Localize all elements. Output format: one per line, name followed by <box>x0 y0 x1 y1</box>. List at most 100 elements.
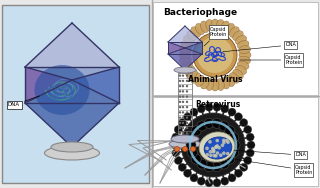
Ellipse shape <box>183 65 195 75</box>
Text: Animal Virus: Animal Virus <box>188 75 242 84</box>
Circle shape <box>240 163 248 171</box>
Circle shape <box>235 113 243 121</box>
Circle shape <box>179 74 181 77</box>
Circle shape <box>244 126 252 133</box>
Circle shape <box>186 85 188 87</box>
Circle shape <box>212 118 222 128</box>
Circle shape <box>179 101 181 103</box>
Circle shape <box>225 139 228 142</box>
Ellipse shape <box>187 69 197 79</box>
Circle shape <box>211 147 215 150</box>
Circle shape <box>217 146 221 150</box>
Ellipse shape <box>225 75 235 86</box>
Circle shape <box>184 113 192 121</box>
Circle shape <box>182 101 184 103</box>
Circle shape <box>182 96 184 98</box>
Circle shape <box>215 139 219 142</box>
Circle shape <box>190 108 198 116</box>
Polygon shape <box>185 42 202 54</box>
Circle shape <box>186 132 188 135</box>
Circle shape <box>182 90 184 92</box>
Circle shape <box>182 111 184 114</box>
Circle shape <box>191 126 201 136</box>
Ellipse shape <box>199 132 235 162</box>
Circle shape <box>205 146 209 150</box>
Polygon shape <box>25 80 119 147</box>
Text: DNA: DNA <box>234 150 306 158</box>
Ellipse shape <box>237 40 249 49</box>
Ellipse shape <box>180 46 191 54</box>
Circle shape <box>182 74 184 77</box>
Ellipse shape <box>190 146 196 152</box>
Polygon shape <box>168 42 185 54</box>
Circle shape <box>174 126 182 133</box>
Ellipse shape <box>216 79 224 90</box>
Text: DNA: DNA <box>8 96 39 108</box>
Circle shape <box>212 162 222 172</box>
Circle shape <box>182 116 184 119</box>
Text: Bacteriophage: Bacteriophage <box>163 8 237 17</box>
Circle shape <box>172 133 180 141</box>
Circle shape <box>222 151 226 155</box>
Circle shape <box>179 80 181 82</box>
Ellipse shape <box>206 20 214 31</box>
Circle shape <box>186 116 188 119</box>
Ellipse shape <box>211 19 219 31</box>
Circle shape <box>222 139 226 142</box>
Circle shape <box>204 162 214 172</box>
Ellipse shape <box>233 31 243 41</box>
Circle shape <box>179 90 181 92</box>
Circle shape <box>186 101 188 103</box>
Ellipse shape <box>191 27 201 37</box>
Circle shape <box>186 90 188 92</box>
Ellipse shape <box>181 40 193 49</box>
Circle shape <box>219 121 229 131</box>
Circle shape <box>214 146 218 149</box>
Circle shape <box>229 148 239 158</box>
Ellipse shape <box>182 146 188 152</box>
Ellipse shape <box>237 61 249 70</box>
Circle shape <box>213 103 221 111</box>
Polygon shape <box>25 23 119 67</box>
Circle shape <box>244 156 252 164</box>
Polygon shape <box>168 26 202 42</box>
Circle shape <box>197 121 207 131</box>
Circle shape <box>247 141 255 149</box>
Circle shape <box>225 154 235 164</box>
Polygon shape <box>25 67 72 103</box>
Circle shape <box>179 106 181 108</box>
Circle shape <box>197 159 207 169</box>
Circle shape <box>235 169 243 177</box>
Circle shape <box>226 152 229 155</box>
Circle shape <box>214 154 218 158</box>
Circle shape <box>221 177 229 185</box>
Circle shape <box>212 150 215 154</box>
Circle shape <box>186 74 188 77</box>
Circle shape <box>204 118 214 128</box>
Ellipse shape <box>225 24 235 35</box>
Circle shape <box>214 145 218 149</box>
Ellipse shape <box>216 20 224 31</box>
Circle shape <box>179 127 181 129</box>
Circle shape <box>193 33 237 77</box>
Circle shape <box>181 113 245 177</box>
Circle shape <box>174 156 182 164</box>
Circle shape <box>228 108 236 116</box>
Circle shape <box>186 106 188 108</box>
Circle shape <box>179 122 181 124</box>
Ellipse shape <box>229 27 239 37</box>
Circle shape <box>191 154 201 164</box>
Text: Retrovirus: Retrovirus <box>196 100 241 109</box>
Circle shape <box>182 80 184 82</box>
Circle shape <box>186 96 188 98</box>
Circle shape <box>179 111 181 114</box>
Circle shape <box>240 119 248 127</box>
Circle shape <box>178 119 186 127</box>
Polygon shape <box>168 48 202 70</box>
Ellipse shape <box>187 31 197 41</box>
Circle shape <box>182 132 184 135</box>
Circle shape <box>186 127 188 129</box>
FancyBboxPatch shape <box>2 5 149 183</box>
Circle shape <box>216 151 219 155</box>
Circle shape <box>219 153 222 157</box>
